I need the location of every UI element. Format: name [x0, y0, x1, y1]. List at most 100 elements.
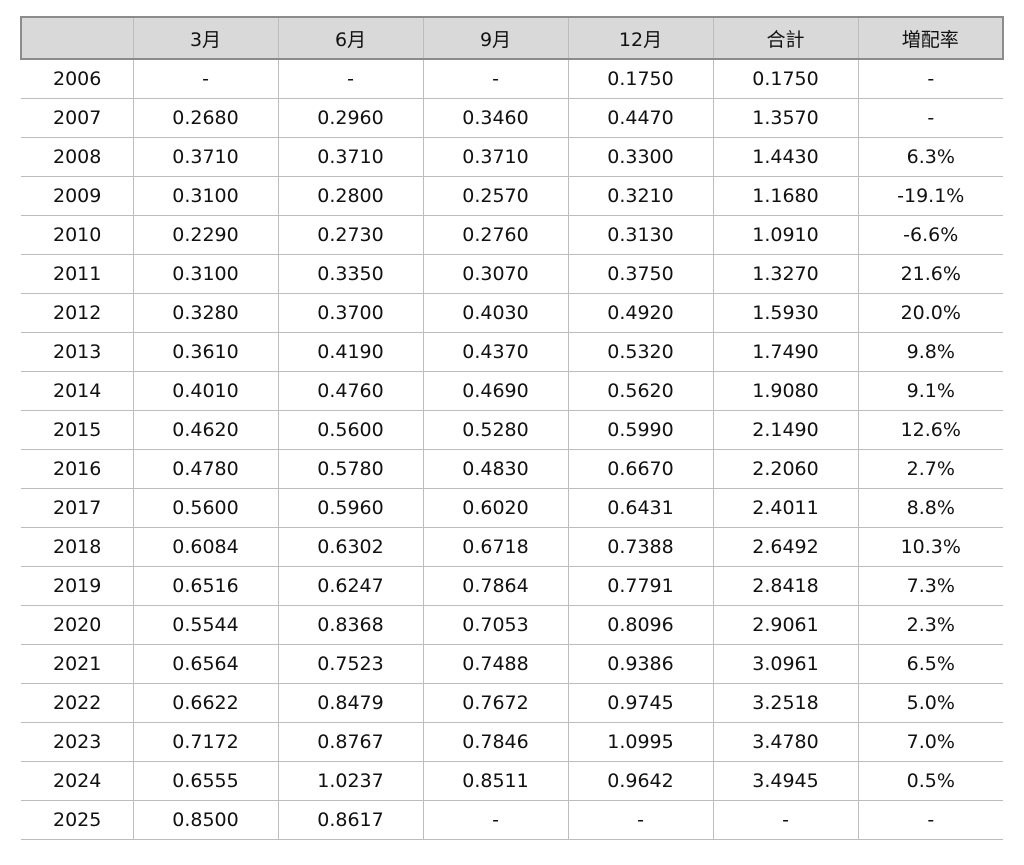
september-cell: 0.4370	[422, 332, 569, 372]
growth-rate-cell: -	[857, 58, 1003, 99]
june-cell: 0.2800	[277, 176, 424, 216]
march-cell: -	[132, 58, 279, 99]
total-cell: 2.2060	[712, 449, 859, 489]
year-cell: 2011	[21, 254, 134, 294]
september-cell: 0.2760	[422, 215, 569, 255]
december-cell: 0.3300	[567, 137, 714, 177]
growth-rate-cell: 0.5%	[857, 761, 1003, 801]
year-cell: 2012	[21, 293, 134, 333]
year-cell: 2018	[21, 527, 134, 567]
growth-rate-cell: 5.0%	[857, 683, 1003, 723]
december-cell: 0.3130	[567, 215, 714, 255]
table-row: 2018 0.6084 0.6302 0.6718 0.7388 2.6492 10.3%	[21, 527, 1003, 567]
header-cell-march: 3月	[132, 16, 279, 60]
year-cell: 2016	[21, 449, 134, 489]
year-cell: 2008	[21, 137, 134, 177]
growth-rate-cell: 8.8%	[857, 488, 1003, 528]
december-cell: 0.3210	[567, 176, 714, 216]
year-cell: 2022	[21, 683, 134, 723]
table-row: 2008 0.3710 0.3710 0.3710 0.3300 1.4430 6.3%	[21, 137, 1003, 177]
june-cell: 0.4190	[277, 332, 424, 372]
march-cell: 0.6555	[132, 761, 279, 801]
june-cell: 0.5960	[277, 488, 424, 528]
september-cell: 0.4830	[422, 449, 569, 489]
december-cell: 0.3750	[567, 254, 714, 294]
growth-rate-cell: -6.6%	[857, 215, 1003, 255]
september-cell: 0.7846	[422, 722, 569, 762]
september-cell: 0.7053	[422, 605, 569, 645]
june-cell: 0.8479	[277, 683, 424, 723]
growth-rate-cell: 20.0%	[857, 293, 1003, 333]
total-cell: 1.1680	[712, 176, 859, 216]
year-cell: 2009	[21, 176, 134, 216]
growth-rate-cell: 10.3%	[857, 527, 1003, 567]
growth-rate-cell: 2.7%	[857, 449, 1003, 489]
june-cell: 0.4760	[277, 371, 424, 411]
table-row: 2014 0.4010 0.4760 0.4690 0.5620 1.9080 9.1%	[21, 371, 1003, 411]
total-cell: 1.0910	[712, 215, 859, 255]
december-cell: 0.7791	[567, 566, 714, 606]
total-cell: 2.6492	[712, 527, 859, 567]
year-cell: 2017	[21, 488, 134, 528]
june-cell: 0.2730	[277, 215, 424, 255]
year-cell: 2010	[21, 215, 134, 255]
growth-rate-cell: 7.3%	[857, 566, 1003, 606]
table-row: 2012 0.3280 0.3700 0.4030 0.4920 1.5930 20.0%	[21, 293, 1003, 333]
total-cell: -	[712, 800, 859, 840]
december-cell: 0.5320	[567, 332, 714, 372]
september-cell: 0.5280	[422, 410, 569, 450]
growth-rate-cell: 2.3%	[857, 605, 1003, 645]
growth-rate-cell: -	[857, 98, 1003, 138]
june-cell: 0.5780	[277, 449, 424, 489]
june-cell: 0.3350	[277, 254, 424, 294]
june-cell: 0.3710	[277, 137, 424, 177]
march-cell: 0.7172	[132, 722, 279, 762]
march-cell: 0.6622	[132, 683, 279, 723]
june-cell: 0.8767	[277, 722, 424, 762]
total-cell: 3.4780	[712, 722, 859, 762]
march-cell: 0.2680	[132, 98, 279, 138]
june-cell: 1.0237	[277, 761, 424, 801]
total-cell: 2.1490	[712, 410, 859, 450]
march-cell: 0.3710	[132, 137, 279, 177]
march-cell: 0.8500	[132, 800, 279, 840]
march-cell: 0.6564	[132, 644, 279, 684]
march-cell: 0.2290	[132, 215, 279, 255]
march-cell: 0.5600	[132, 488, 279, 528]
total-cell: 1.7490	[712, 332, 859, 372]
december-cell: 0.9745	[567, 683, 714, 723]
growth-rate-cell: 7.0%	[857, 722, 1003, 762]
september-cell: -	[422, 800, 569, 840]
june-cell: 0.8368	[277, 605, 424, 645]
growth-rate-cell: 6.3%	[857, 137, 1003, 177]
december-cell: 0.9642	[567, 761, 714, 801]
table-row: 2016 0.4780 0.5780 0.4830 0.6670 2.2060 2.7%	[21, 449, 1003, 489]
table-row: 2017 0.5600 0.5960 0.6020 0.6431 2.4011 8.8%	[21, 488, 1003, 528]
september-cell: 0.3710	[422, 137, 569, 177]
table-row: 2019 0.6516 0.6247 0.7864 0.7791 2.8418 7.3%	[21, 566, 1003, 606]
table-row: 2009 0.3100 0.2800 0.2570 0.3210 1.1680 -19.1%	[21, 176, 1003, 216]
total-cell: 3.4945	[712, 761, 859, 801]
september-cell: 0.4690	[422, 371, 569, 411]
dividend-table-container: 3月 6月 9月 12月 合計 増配率 2006- - -0.1750 0.1750-…	[20, 16, 1004, 840]
table-row: 2023 0.7172 0.8767 0.7846 1.0995 3.4780 7.0%	[21, 722, 1003, 762]
march-cell: 0.6084	[132, 527, 279, 567]
june-cell: 0.8617	[277, 800, 424, 840]
total-cell: 0.1750	[712, 58, 859, 99]
year-cell: 2007	[21, 98, 134, 138]
year-cell: 2019	[21, 566, 134, 606]
march-cell: 0.3610	[132, 332, 279, 372]
table-row: 2006- - -0.1750 0.1750-	[21, 58, 1003, 99]
september-cell: 0.7672	[422, 683, 569, 723]
june-cell: 0.2960	[277, 98, 424, 138]
total-cell: 3.0961	[712, 644, 859, 684]
september-cell: 0.2570	[422, 176, 569, 216]
header-cell-year	[20, 16, 134, 60]
growth-rate-cell: 6.5%	[857, 644, 1003, 684]
total-cell: 1.5930	[712, 293, 859, 333]
table-row: 2015 0.4620 0.5600 0.5280 0.5990 2.1490 12.6%	[21, 410, 1003, 450]
june-cell: 0.3700	[277, 293, 424, 333]
year-cell: 2015	[21, 410, 134, 450]
september-cell: 0.3460	[422, 98, 569, 138]
march-cell: 0.4780	[132, 449, 279, 489]
